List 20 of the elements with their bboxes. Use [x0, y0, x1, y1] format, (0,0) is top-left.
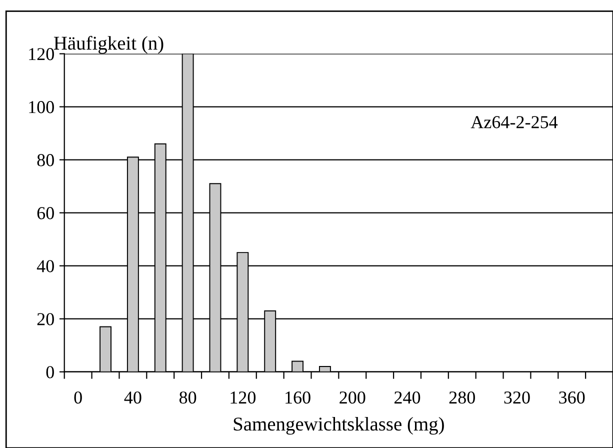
y-tick-label: 120 — [29, 48, 54, 60]
annotation: Az64-2-254 — [470, 116, 558, 128]
y-tick-label: 20 — [37, 313, 54, 326]
x-tick-label: 200 — [340, 391, 366, 404]
y-tick-label: 60 — [37, 207, 54, 220]
y-axis-title: Häufigkeit (n) — [54, 36, 164, 54]
x-tick-label: 360 — [559, 391, 585, 404]
y-tick-label: 40 — [36, 260, 54, 272]
x-tick-label: 0 — [74, 391, 82, 404]
y-tick-label: 80 — [37, 154, 54, 166]
x-axis-title: Samengewichtsklasse (mg) — [234, 416, 444, 435]
x-tick-label: 120 — [230, 391, 256, 404]
x-tick-label: 80 — [179, 391, 196, 404]
y-tick-label: 0 — [46, 366, 54, 378]
x-tick-label: 40 — [124, 391, 142, 404]
x-tick-label: 160 — [286, 391, 310, 404]
x-tick-label: 240 — [394, 391, 420, 404]
y-tick-label: 100 — [29, 101, 54, 114]
x-tick-label: 280 — [449, 391, 475, 404]
x-tick-label: 320 — [504, 391, 530, 404]
